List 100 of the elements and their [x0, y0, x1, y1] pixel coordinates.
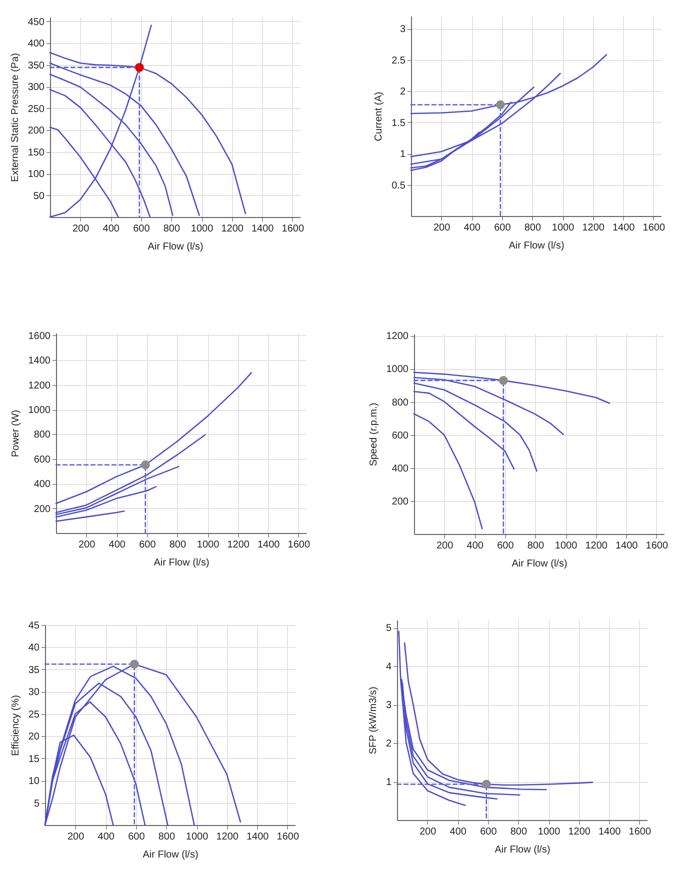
- x-tick-label: 200: [78, 540, 96, 550]
- x-tick-label: 200: [419, 826, 437, 838]
- y-tick-label: 300: [28, 82, 45, 94]
- y-tick-label: 1200: [28, 380, 51, 392]
- x-tick-label: 400: [464, 222, 481, 234]
- x-axis-title: Air Flow (l/s): [154, 558, 210, 568]
- y-tick-label: 2: [400, 86, 406, 98]
- y-tick-label: 1.5: [392, 118, 406, 129]
- y-tick-label: 35: [28, 664, 40, 676]
- y-tick-label: 100: [28, 169, 45, 180]
- x-tick-label: 600: [494, 222, 512, 234]
- y-tick-label: 1000: [386, 364, 409, 376]
- y-tick-label: 200: [392, 496, 409, 508]
- x-tick-label: 600: [133, 224, 150, 234]
- y-tick-label: 150: [28, 147, 45, 158]
- y-tick-label: 450: [28, 16, 45, 28]
- y-axis-title: Current (A): [374, 92, 385, 142]
- x-tick-label: 1200: [585, 540, 608, 552]
- x-tick-label: 1200: [227, 540, 250, 550]
- y-tick-label: 600: [392, 430, 409, 442]
- x-tick-label: 400: [466, 540, 484, 552]
- x-tick-label: 400: [108, 540, 126, 550]
- x-tick-label: 1000: [552, 222, 575, 234]
- x-tick-label: 1400: [598, 826, 622, 838]
- x-tick-label: 1200: [568, 826, 591, 838]
- x-tick-label: 1600: [628, 826, 652, 838]
- x-tick-label: 1600: [282, 224, 304, 234]
- y-tick-label: 10: [28, 776, 40, 788]
- y-tick-label: 400: [34, 479, 51, 490]
- y-tick-label: 3: [386, 700, 392, 712]
- y-tick-label: 1: [400, 149, 406, 160]
- x-tick-label: 1000: [186, 832, 209, 842]
- x-tick-label: 600: [128, 832, 146, 842]
- x-tick-label: 800: [524, 222, 542, 234]
- y-axis-title: Efficiency (%): [10, 695, 22, 756]
- y-tick-label: 1200: [386, 331, 409, 342]
- x-tick-label: 600: [480, 826, 498, 838]
- x-tick-label: 600: [139, 540, 156, 550]
- x-tick-label: 800: [169, 540, 186, 550]
- y-tick-label: 25: [28, 709, 40, 720]
- x-tick-label: 1400: [246, 832, 270, 842]
- y-tick-label: 400: [392, 463, 409, 474]
- y-tick-label: 0.5: [392, 180, 406, 192]
- y-tick-label: 30: [28, 687, 40, 698]
- x-tick-label: 1200: [216, 832, 239, 842]
- y-tick-label: 40: [28, 642, 40, 654]
- x-tick-label: 1200: [221, 224, 244, 234]
- x-tick-label: 800: [527, 540, 544, 552]
- y-tick-label: 250: [28, 104, 45, 115]
- x-tick-label: 1000: [196, 540, 220, 550]
- x-tick-label: 1600: [288, 540, 310, 550]
- y-axis-title: SFP (kW/m3/s): [368, 686, 379, 754]
- x-tick-label: 1600: [646, 540, 668, 552]
- x-tick-label: 1400: [615, 540, 638, 552]
- y-tick-label: 20: [28, 732, 40, 743]
- y-tick-label: 1600: [28, 330, 51, 342]
- x-tick-label: 200: [436, 540, 454, 552]
- y-tick-label: 600: [34, 454, 51, 466]
- x-tick-label: 1600: [642, 222, 666, 234]
- y-tick-label: 2.5: [392, 55, 406, 66]
- x-tick-label: 1400: [257, 540, 280, 550]
- y-axis-title: External Static Pressure (Pa): [10, 53, 21, 182]
- x-axis-title: Air Flow (l/s): [142, 850, 198, 860]
- y-tick-label: 400: [28, 38, 45, 50]
- y-tick-label: 4: [386, 662, 392, 673]
- x-axis-title: Air Flow (l/s): [508, 240, 564, 252]
- y-tick-label: 2: [386, 738, 392, 750]
- x-tick-label: 1200: [582, 222, 605, 234]
- y-tick-label: 800: [34, 430, 51, 441]
- x-tick-label: 1000: [538, 826, 561, 838]
- x-tick-label: 400: [98, 832, 115, 842]
- x-tick-label: 800: [163, 224, 180, 234]
- x-tick-label: 400: [102, 224, 120, 234]
- x-tick-label: 400: [450, 826, 467, 838]
- y-tick-label: 1: [386, 777, 392, 788]
- y-tick-label: 1000: [28, 405, 51, 416]
- y-tick-label: 200: [34, 504, 51, 515]
- y-tick-label: 5: [34, 798, 40, 810]
- x-tick-label: 200: [433, 222, 451, 234]
- x-tick-label: 1600: [276, 832, 300, 842]
- y-tick-label: 350: [28, 60, 45, 72]
- x-tick-label: 1000: [190, 224, 214, 234]
- x-tick-label: 200: [72, 224, 90, 234]
- y-tick-label: 200: [28, 126, 45, 137]
- y-tick-label: 50: [33, 190, 45, 202]
- x-tick-label: 800: [158, 832, 176, 842]
- y-tick-label: 3: [400, 24, 406, 35]
- y-axis-title: Speed (r.p.m.): [368, 402, 380, 466]
- y-tick-label: 800: [392, 397, 409, 408]
- x-tick-label: 1000: [554, 540, 578, 552]
- x-axis-title: Air Flow (l/s): [148, 242, 204, 252]
- x-tick-label: 1400: [612, 222, 636, 234]
- x-axis-title: Air Flow (l/s): [512, 558, 568, 570]
- x-tick-label: 800: [510, 826, 528, 838]
- y-tick-label: 1400: [28, 356, 51, 367]
- x-tick-label: 200: [67, 832, 85, 842]
- x-tick-label: 1400: [251, 224, 274, 234]
- x-tick-label: 600: [497, 540, 514, 552]
- y-tick-label: 45: [28, 620, 40, 632]
- y-tick-label: 15: [28, 754, 40, 765]
